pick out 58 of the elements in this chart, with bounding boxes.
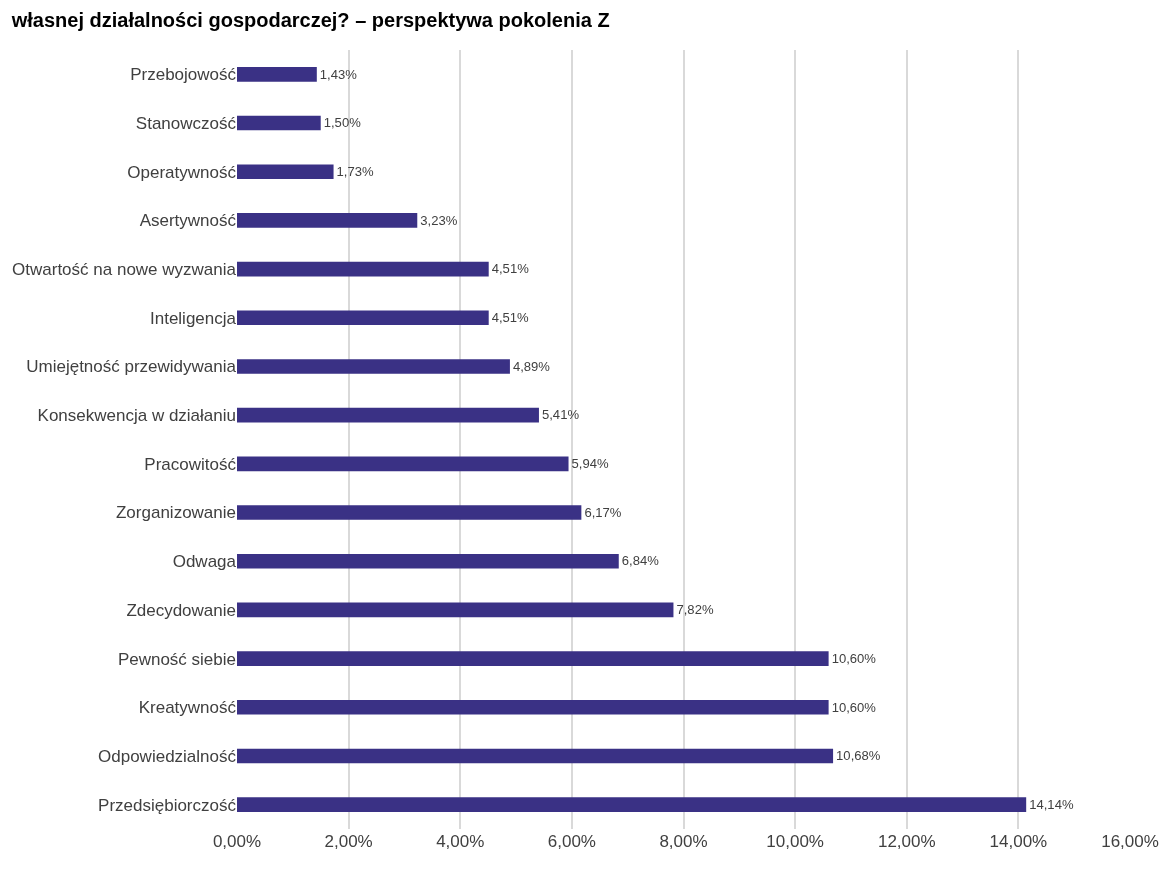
y-tick-label: Umiejętność przewidywania — [26, 357, 237, 377]
x-tick-label: 4,00% — [436, 832, 485, 851]
data-label: 7,82% — [676, 602, 714, 618]
data-label: 4,51% — [491, 310, 530, 326]
x-tick-label: 2,00% — [324, 832, 373, 851]
bar — [237, 699, 829, 715]
x-tick-label: 16,00% — [1101, 832, 1159, 851]
bar — [237, 67, 317, 82]
bar — [237, 651, 829, 666]
chart-title: własnej działalności gospodarczej? – perspektywa pokolenia Z — [10, 9, 610, 32]
x-tick-label: 10,00% — [766, 832, 824, 851]
data-label: 6,84% — [621, 553, 660, 569]
bar — [237, 261, 489, 277]
y-tick-label: Stanowczość — [135, 113, 237, 133]
y-tick-label: Operatywność — [127, 162, 237, 182]
y-tick-label: Otwartość na nowe wyzwania — [12, 260, 237, 280]
bar — [237, 164, 334, 180]
bar — [237, 213, 418, 228]
bar — [237, 602, 674, 618]
x-tick-label: 12,00% — [877, 832, 936, 851]
x-tick-label: 8,00% — [659, 832, 708, 851]
y-tick-label: Pracowitość — [144, 454, 237, 474]
data-label: 1,43% — [319, 66, 358, 82]
bar — [237, 115, 321, 131]
bar — [237, 748, 834, 764]
y-tick-label: Odwaga — [172, 552, 237, 572]
data-label: 1,50% — [323, 115, 362, 131]
data-label: 14,14% — [1029, 796, 1074, 812]
y-tick-label: Zdecydowanie — [126, 600, 236, 620]
x-tick-label: 0,00% — [212, 832, 262, 851]
data-label: 4,89% — [512, 358, 551, 374]
y-tick-label: Zorganizowanie — [115, 503, 236, 523]
bar — [237, 553, 619, 569]
bar — [237, 359, 510, 374]
data-label: 5,41% — [541, 407, 580, 423]
y-tick-label: Inteligencja — [149, 308, 237, 328]
y-tick-label: Pewność siebie — [117, 649, 236, 669]
y-tick-label: Przedsiębiorczość — [98, 795, 237, 815]
bar — [237, 505, 582, 520]
bar — [237, 310, 489, 326]
data-label: 10,60% — [831, 650, 877, 666]
data-label: 1,73% — [336, 163, 374, 179]
y-tick-label: Kreatywność — [138, 698, 237, 718]
y-tick-label: Asertywność — [139, 211, 237, 231]
x-tick-label: 6,00% — [547, 832, 596, 851]
y-tick-label: Przebojowość — [130, 65, 237, 85]
bar — [237, 797, 1027, 812]
data-label: 5,94% — [571, 456, 609, 472]
x-tick-label: 14,00% — [989, 832, 1048, 851]
y-tick-label: Konsekwencja w działaniu — [37, 406, 236, 426]
data-label: 10,60% — [831, 699, 877, 715]
data-label: 4,51% — [491, 261, 530, 277]
data-label: 6,17% — [584, 504, 622, 520]
data-label: 10,68% — [836, 748, 881, 764]
data-label: 3,23% — [420, 212, 458, 228]
y-tick-label: Odpowiedzialność — [98, 746, 237, 766]
bar — [237, 407, 539, 423]
bar — [237, 456, 569, 472]
